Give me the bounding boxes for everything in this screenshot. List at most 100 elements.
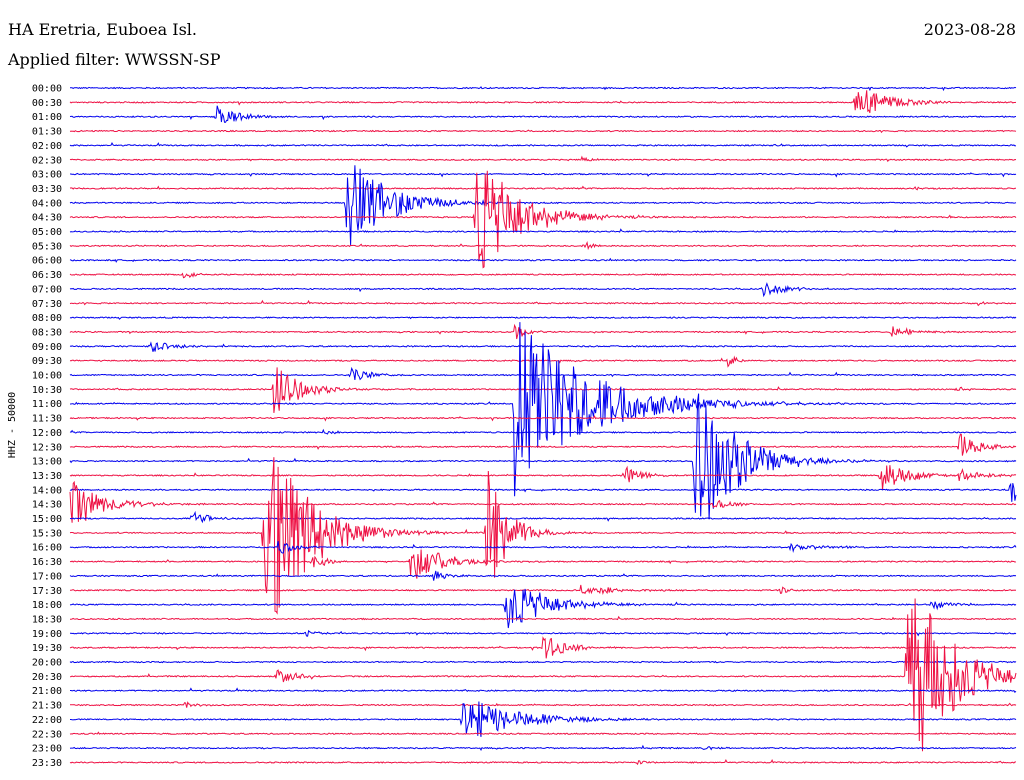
trace-row	[70, 615, 1017, 621]
trace-row	[70, 322, 1017, 497]
trace-row	[70, 701, 1017, 708]
row-time-label: 00:30	[32, 98, 62, 109]
trace-row	[69, 598, 1017, 752]
trace-row	[69, 510, 1017, 524]
row-time-label: 23:00	[32, 744, 62, 755]
row-time-label: 01:00	[32, 112, 62, 123]
trace-row	[69, 240, 1017, 251]
row-time-label: 17:30	[32, 586, 62, 597]
row-time-label: 09:30	[32, 356, 62, 367]
row-time-label: 08:30	[32, 327, 62, 338]
row-time-label: 04:00	[32, 198, 62, 209]
row-time-label: 10:00	[32, 371, 62, 382]
filter-label: Applied filter: WWSSN-SP	[8, 50, 221, 69]
trace-row	[69, 415, 1017, 422]
trace-row	[69, 636, 1017, 659]
row-time-label: 08:00	[32, 313, 62, 324]
row-time-label: 11:00	[32, 399, 62, 410]
row-time-label: 00:00	[32, 84, 62, 95]
row-time-label: 03:30	[32, 184, 62, 195]
trace-row	[69, 758, 1017, 766]
row-time-label: 04:30	[32, 213, 62, 224]
trace-row	[69, 457, 1017, 615]
row-time-label: 20:30	[32, 672, 62, 683]
row-time-label: 14:00	[32, 485, 62, 496]
row-time-label: 07:00	[32, 284, 62, 295]
trace-row	[69, 155, 1017, 163]
row-time-label: 19:30	[32, 643, 62, 654]
row-time-label: 05:30	[32, 241, 62, 252]
trace-row	[69, 540, 1017, 554]
trace-row	[69, 129, 1017, 134]
trace-row	[69, 428, 1017, 435]
trace-row	[69, 366, 1017, 381]
row-time-label: 09:00	[32, 342, 62, 353]
row-time-label: 06:30	[32, 270, 62, 281]
trace-row	[69, 660, 1017, 665]
trace-row	[69, 433, 1017, 456]
row-time-label: 18:30	[32, 614, 62, 625]
row-time-label: 21:30	[32, 701, 62, 712]
row-time-label: 10:30	[32, 385, 62, 396]
row-time-label: 22:30	[32, 729, 62, 740]
trace-row	[69, 170, 1017, 269]
row-time-label: 18:00	[32, 600, 62, 611]
row-time-label: 15:00	[32, 514, 62, 525]
trace-row	[69, 105, 1017, 123]
row-time-label: 16:00	[32, 543, 62, 554]
row-time-label: 02:00	[32, 141, 62, 152]
trace-row	[69, 465, 1017, 491]
trace-row	[69, 744, 1017, 751]
trace-row	[70, 172, 1017, 178]
trace-row	[69, 570, 1017, 581]
trace-row	[69, 165, 1017, 246]
trace-row	[69, 90, 1017, 114]
trace-row	[69, 323, 1017, 340]
row-time-label: 03:00	[32, 170, 62, 181]
row-time-label: 14:30	[32, 500, 62, 511]
row-time-label: 19:00	[32, 629, 62, 640]
row-time-label: 16:30	[32, 557, 62, 568]
row-time-label: 22:00	[32, 715, 62, 726]
date-label: 2023-08-28	[923, 20, 1016, 39]
row-time-label: 12:30	[32, 442, 62, 453]
trace-row	[69, 299, 1017, 307]
trace-row	[69, 588, 1017, 629]
trace-group	[69, 86, 1017, 766]
trace-row	[70, 701, 1017, 737]
y-axis-label: HHZ - 50000	[7, 392, 18, 458]
row-time-label: 05:00	[32, 227, 62, 238]
row-time-label: 21:00	[32, 686, 62, 697]
trace-row	[69, 367, 1017, 413]
trace-row	[69, 549, 1017, 579]
row-time-label: 20:00	[32, 658, 62, 669]
row-time-label: 17:00	[32, 571, 62, 582]
trace-row	[69, 185, 1016, 191]
trace-row	[69, 257, 1017, 263]
trace-row	[69, 731, 1017, 735]
trace-row	[69, 228, 1017, 233]
trace-row	[69, 482, 1017, 502]
station-title: HA Eretria, Euboea Isl.	[8, 20, 197, 39]
row-time-label: 23:30	[32, 758, 62, 769]
trace-row	[69, 584, 1017, 596]
row-time-label: 02:30	[32, 155, 62, 166]
row-time-label: 12:00	[32, 428, 62, 439]
trace-row	[69, 480, 1017, 523]
time-labels: 00:00 00:30 01:00 01:30 02:00 02:30 03:00 03:30…	[32, 84, 62, 769]
trace-row	[69, 316, 1017, 320]
trace-row	[69, 629, 1017, 637]
trace-row	[70, 687, 1017, 693]
trace-row	[69, 271, 1016, 279]
row-time-label: 01:30	[32, 127, 62, 138]
trace-row	[69, 282, 1017, 298]
trace-row	[69, 355, 1017, 368]
row-time-label: 07:30	[32, 299, 62, 310]
row-time-label: 13:30	[32, 471, 62, 482]
row-time-label: 15:30	[32, 528, 62, 539]
page-header: HA Eretria, Euboea Isl. Applied filter: …	[0, 0, 1024, 80]
trace-row	[70, 86, 1017, 92]
trace-row	[69, 142, 1017, 148]
row-time-label: 11:30	[32, 414, 62, 425]
